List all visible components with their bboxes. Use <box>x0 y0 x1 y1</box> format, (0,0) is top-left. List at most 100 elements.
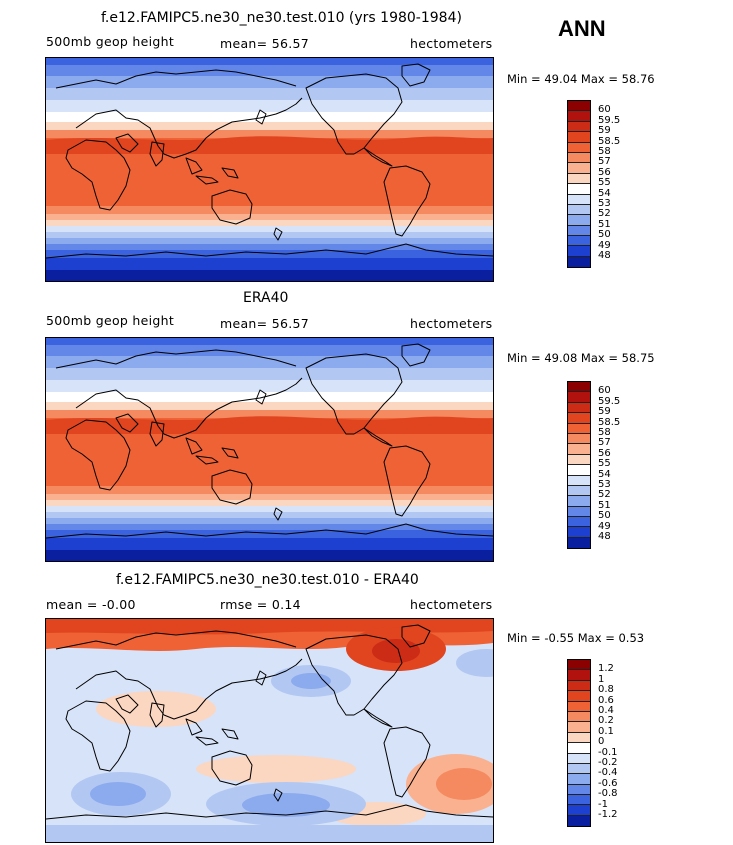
colorbar-tick-label: 54 <box>598 187 611 199</box>
panel-1-contour-band <box>46 270 493 281</box>
panel-2-contour-band <box>46 506 493 512</box>
colorbar-swatch <box>568 215 590 226</box>
coastline <box>149 702 165 728</box>
colorbar-tick-label: 59.5 <box>598 114 621 126</box>
panel-1-units-label: hectometers <box>410 36 493 51</box>
panel-3-contour-band <box>96 691 216 727</box>
panel-1-contour-band <box>46 122 493 130</box>
coastline <box>383 726 431 798</box>
coastline <box>149 141 165 167</box>
colorbar-tick-label: 59.5 <box>598 395 621 407</box>
coastline <box>273 788 283 802</box>
colorbar-tick-label: 56 <box>598 447 611 459</box>
colorbar-tick-label: 57 <box>598 156 611 168</box>
colorbar-tick-label: 54 <box>598 468 611 480</box>
panel-2-contour-band <box>46 494 493 500</box>
colorbar-swatch <box>568 732 590 744</box>
coastline <box>401 343 431 367</box>
coastline <box>305 353 403 435</box>
coastline <box>401 63 431 87</box>
panel-1-title: f.e12.FAMIPC5.ne30_ne30.test.010 (yrs 19… <box>101 10 462 26</box>
coastline <box>65 139 131 211</box>
panel-2-mean-label: mean= 56.57 <box>220 316 309 331</box>
colorbar-swatch <box>568 225 590 237</box>
colorbar-tick-label: -0.2 <box>598 757 618 768</box>
colorbar-swatch <box>568 660 590 671</box>
coastline <box>149 421 165 447</box>
coastline <box>46 243 493 259</box>
panel-2-colorbar: 60 59.5 59 58.5 58 57 56 55 54 53 52 51 50 49 48 <box>567 381 620 550</box>
colorbar-tick-label: -0.8 <box>598 788 618 800</box>
season-label: ANN <box>558 16 606 41</box>
coastline <box>383 165 431 237</box>
coastline <box>65 419 131 491</box>
colorbar-tick-label: 49 <box>598 520 611 532</box>
panel-1-contour-band <box>46 58 493 65</box>
coastline <box>185 157 239 185</box>
coastline <box>211 189 253 225</box>
panel-3-minmax: Min = -0.55 Max = 0.53 <box>507 631 645 645</box>
coastline <box>75 658 303 720</box>
colorbar-swatch <box>568 517 590 528</box>
colorbar-swatch <box>568 774 590 785</box>
coastline <box>273 227 283 241</box>
colorbar-swatch <box>568 805 590 816</box>
panel-1-contour-band <box>46 250 493 258</box>
panel-2-minmax: Min = 49.08 Max = 58.75 <box>507 351 655 365</box>
colorbar-tick-label: 50 <box>598 229 611 241</box>
coastline <box>211 750 253 786</box>
panel-3-colorbar: 1.2 1 0.8 0.6 0.4 0.2 0.1 0 -0.1 -0.2 -0.4 -0.6 -0.8… <box>567 659 618 828</box>
colorbar-tick-label: 60 <box>598 385 611 397</box>
colorbar-swatch <box>568 743 590 754</box>
colorbar-swatch <box>568 711 590 723</box>
colorbar-swatch <box>568 433 590 445</box>
coastline <box>75 97 303 159</box>
panel-1-map <box>45 57 494 282</box>
panel-2-contour-band <box>46 530 493 538</box>
colorbar-tick-label: 0.4 <box>598 705 614 716</box>
colorbar-swatch <box>568 670 590 681</box>
colorbar-swatch <box>568 152 590 164</box>
coastline <box>273 507 283 521</box>
colorbar-swatch <box>568 444 590 455</box>
colorbar-swatch <box>568 496 590 507</box>
coastline <box>255 389 267 405</box>
colorbar-swatch <box>568 413 590 424</box>
panel-3-contour-band <box>196 755 356 783</box>
colorbar-tick-label: 0.1 <box>598 725 614 737</box>
coastline <box>115 133 139 153</box>
colorbar-tick-label: -0.4 <box>598 767 618 779</box>
panel-3-map-svg <box>46 619 493 842</box>
colorbar-tick-label: 58 <box>598 146 611 157</box>
panel-2-map <box>45 337 494 562</box>
colorbar-swatch <box>568 246 590 257</box>
panel-3-units-label: hectometers <box>410 597 493 612</box>
panel-2-contour-band <box>46 345 493 356</box>
panel-2-contour-band <box>46 402 493 410</box>
panel-1-coastlines <box>46 63 493 259</box>
panel-2-contour-band <box>46 550 493 561</box>
colorbar-tick-label: 53 <box>598 479 611 490</box>
colorbar-tick-label: 48 <box>598 531 611 542</box>
panel-1-map-svg <box>46 58 493 281</box>
panel-2-contour-band <box>46 392 493 402</box>
panel-1-contour-band <box>46 258 493 270</box>
colorbar-swatch <box>568 722 590 733</box>
colorbar-swatch <box>568 382 590 393</box>
colorbar-tick-label: 50 <box>598 510 611 522</box>
colorbar-tick-label: 1 <box>598 673 605 685</box>
colorbar-swatch <box>568 763 590 775</box>
colorbar-swatch <box>568 691 590 702</box>
panel-1-contour-band <box>46 238 493 244</box>
coastline <box>211 469 253 505</box>
colorbar-tick-label: 1.2 <box>598 663 614 675</box>
coastline <box>46 523 493 539</box>
colorbar-tick-label: 0.2 <box>598 715 614 727</box>
panel-2-contour-band <box>46 486 493 494</box>
colorbar-tick-label: 57 <box>598 437 611 449</box>
panel-3-title: f.e12.FAMIPC5.ne30_ne30.test.010 - ERA40 <box>116 572 419 588</box>
panel-3-contour-band <box>456 649 493 677</box>
panel-2-contour-band <box>46 338 493 345</box>
colorbar-swatch <box>568 465 590 476</box>
colorbar-swatch <box>568 537 590 549</box>
